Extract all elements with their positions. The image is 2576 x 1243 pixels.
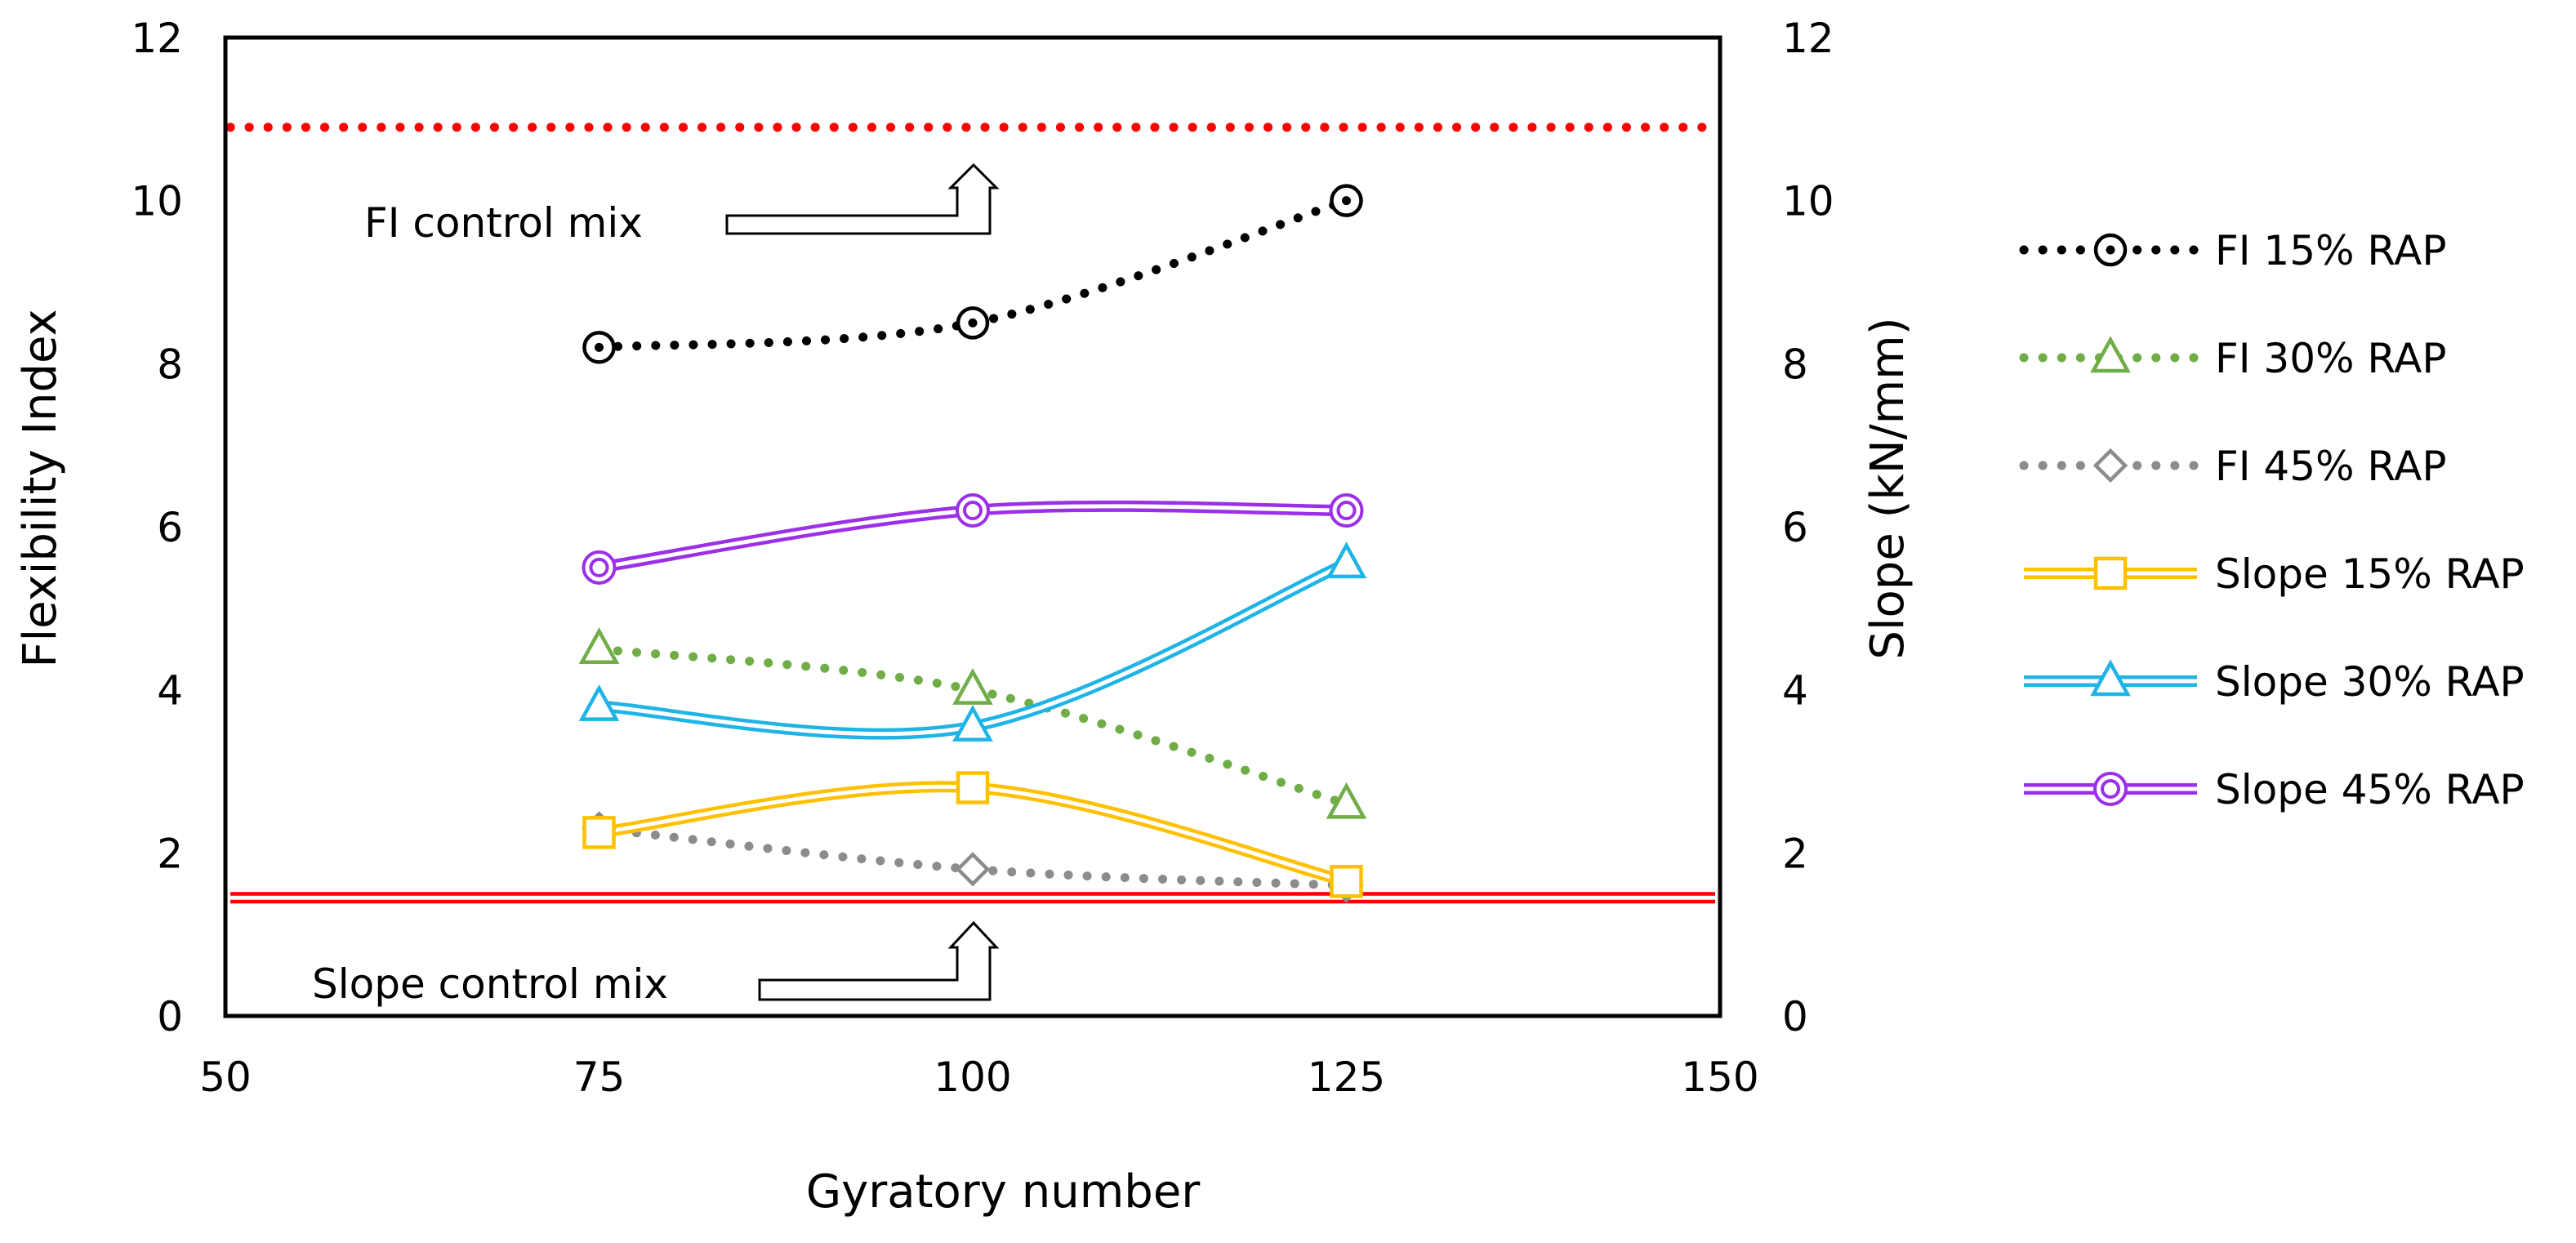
legend-marker-dot [2106,245,2115,255]
x-tick-label: 125 [1308,1054,1385,1101]
data-point-dot [595,342,604,352]
y2-tick-label: 0 [1782,993,1808,1040]
y-tick-label: 0 [157,993,183,1040]
data-point-inner [963,501,983,521]
y2-tick-label: 6 [1782,504,1808,551]
x-tick-label: 150 [1681,1054,1758,1101]
slope-control-label: Slope control mix [312,960,668,1008]
plot-frame [223,35,1723,1018]
legend-marker [2090,336,2131,373]
series-markers [578,184,1367,903]
data-point [1330,865,1363,898]
legend-marker-inner [2101,779,2120,799]
legend-label: FI 45% RAP [2215,443,2447,490]
x-tick-label: 100 [934,1054,1011,1101]
legend-marker [2093,556,2128,590]
y2-tick-label: 4 [1782,667,1808,715]
fi-control-label: FI control mix [364,199,643,247]
data-point-dot [968,318,978,327]
data-point [582,816,616,849]
y2-tick-label: 2 [1782,830,1808,877]
legend-label: FI 30% RAP [2215,335,2447,382]
data-point [1326,782,1367,819]
legend-marker [2092,448,2128,483]
y-tick-label: 8 [157,341,183,388]
data-point [952,704,993,742]
y2-tick-label: 10 [1782,178,1834,225]
x-tick-label: 50 [199,1054,252,1101]
legend-label: FI 15% RAP [2215,227,2447,274]
y-tick-label: 4 [157,667,183,715]
legend-label: Slope 30% RAP [2215,658,2525,706]
fi-control-arrow [725,163,1000,235]
x-axis-ticks: 50 75 100 125 150 [199,1054,1759,1101]
y2-tick-label: 8 [1782,341,1808,388]
y-tick-label: 6 [157,504,183,551]
legend-label: Slope 45% RAP [2215,766,2525,813]
x-axis-label: Gyratory number [806,1165,1201,1218]
data-point [578,684,620,721]
data-point [952,668,993,705]
data-point-dot [1342,196,1351,206]
y2-axis-ticks: 0 2 4 6 8 10 12 [1782,15,1834,1040]
y-tick-label: 10 [131,178,183,225]
slope-control-annotation: Slope control mix [312,920,1000,1008]
data-point [955,852,991,887]
y-axis-label: Flexibility Index [14,309,67,667]
y-tick-label: 2 [157,830,183,877]
legend: FI 15% RAP FI 30% RAP FI 45% RAP Slope 15% … [2019,227,2525,813]
y-axis-ticks: 0 2 4 6 8 10 12 [131,15,183,1040]
y2-axis-label: Slope (kN/mm) [1861,317,1914,659]
x-tick-label: 75 [573,1054,626,1101]
y2-tick-label: 12 [1782,15,1834,62]
data-point-inner [589,557,609,577]
data-point [578,627,620,664]
data-point [1326,541,1367,579]
legend-label: Slope 15% RAP [2215,550,2525,598]
y-tick-label: 12 [131,15,183,62]
data-point [956,771,990,804]
legend-marker [2090,659,2131,697]
data-point-inner [1336,501,1357,521]
slope-control-arrow [758,920,1000,1001]
reference-lines [225,123,1720,904]
fi-control-annotation: FI control mix [364,163,1000,247]
